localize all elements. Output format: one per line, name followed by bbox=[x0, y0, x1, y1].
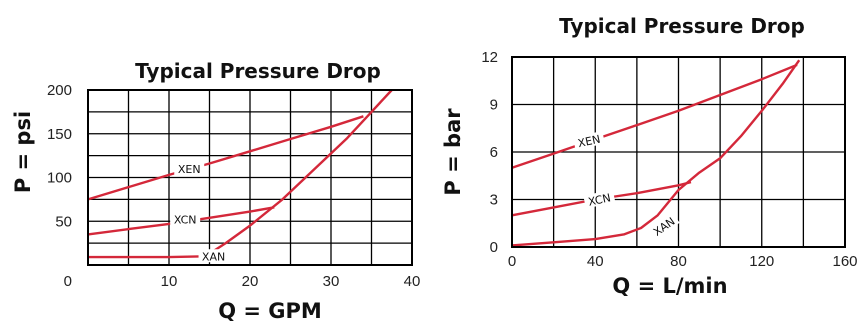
x-tick-label: 160 bbox=[832, 253, 857, 270]
series-label-xcn: XCN bbox=[170, 212, 201, 227]
tick-labels: 10 20 30 40 50 100 150 200 0 bbox=[47, 82, 420, 290]
series-line-xen bbox=[511, 63, 798, 169]
y-tick-label: 9 bbox=[490, 97, 498, 114]
series-line-xan bbox=[511, 59, 801, 247]
series-label-background bbox=[647, 212, 680, 240]
x-tick-label: 40 bbox=[587, 253, 604, 270]
plot-frame bbox=[511, 56, 846, 248]
series-layer bbox=[87, 89, 393, 259]
series-label-text: XEN bbox=[577, 133, 602, 150]
x-tick-label: 10 bbox=[161, 273, 178, 290]
y-tick-label: 50 bbox=[55, 213, 72, 230]
y-axis-label: P = psi bbox=[11, 111, 35, 193]
series-label-background bbox=[170, 212, 201, 226]
y-tick-label: 150 bbox=[47, 126, 72, 143]
pressure-drop-psi-chart: Typical Pressure Drop Q = GPM P = psi XE… bbox=[11, 59, 420, 323]
x-tick-label: 120 bbox=[749, 253, 774, 270]
x-tick-label: 0 bbox=[508, 253, 516, 270]
series-label-text: XEN bbox=[178, 163, 201, 176]
y-tick-label: 12 bbox=[481, 49, 498, 66]
series-label-background bbox=[198, 249, 229, 263]
series-label-xcn: XCN bbox=[583, 189, 616, 209]
x-axis-label: Q = GPM bbox=[218, 299, 322, 323]
series-label-text: XCN bbox=[587, 191, 612, 208]
series-label-text: XCN bbox=[174, 214, 197, 227]
x-tick-label: 80 bbox=[670, 253, 687, 270]
y-axis-label: P = bar bbox=[441, 108, 465, 196]
y-tick-label: 3 bbox=[490, 192, 498, 209]
chart-title: Typical Pressure Drop bbox=[559, 14, 805, 38]
grid bbox=[512, 57, 845, 247]
series-label-xan: XAN bbox=[647, 212, 680, 240]
x-tick-label: 40 bbox=[404, 273, 421, 290]
chart-title: Typical Pressure Drop bbox=[135, 59, 381, 83]
grid bbox=[88, 90, 412, 265]
origin-tick-label: 0 bbox=[64, 273, 72, 290]
series-label-text: XAN bbox=[202, 250, 225, 263]
series-label-background bbox=[572, 130, 605, 150]
series-label-xen: XEN bbox=[572, 130, 605, 150]
series-label-background bbox=[174, 161, 205, 175]
tick-labels: 0 40 80 120 160 0 3 6 9 12 bbox=[481, 49, 857, 270]
plot-frame bbox=[87, 89, 413, 266]
series-label-xen: XEN bbox=[174, 161, 205, 176]
x-tick-label: 30 bbox=[323, 273, 340, 290]
y-tick-label: 0 bbox=[490, 239, 498, 256]
x-tick-label: 20 bbox=[242, 273, 259, 290]
series-line-xcn bbox=[511, 180, 692, 217]
y-tick-label: 100 bbox=[47, 170, 72, 187]
series-line-xen bbox=[87, 115, 364, 201]
x-axis-label: Q = L/min bbox=[612, 274, 727, 298]
series-line-xan bbox=[88, 89, 393, 259]
y-tick-label: 200 bbox=[47, 82, 72, 99]
pressure-drop-bar-chart: Typical Pressure Drop Q = L/min P = bar … bbox=[441, 14, 858, 298]
series-label-background bbox=[583, 189, 616, 209]
series-labels: XEN XCN XAN bbox=[170, 161, 229, 263]
series-labels: XEN XCN XAN bbox=[572, 130, 680, 240]
y-tick-label: 6 bbox=[490, 144, 498, 161]
series-label-xan: XAN bbox=[198, 249, 229, 263]
series-layer bbox=[511, 59, 801, 247]
